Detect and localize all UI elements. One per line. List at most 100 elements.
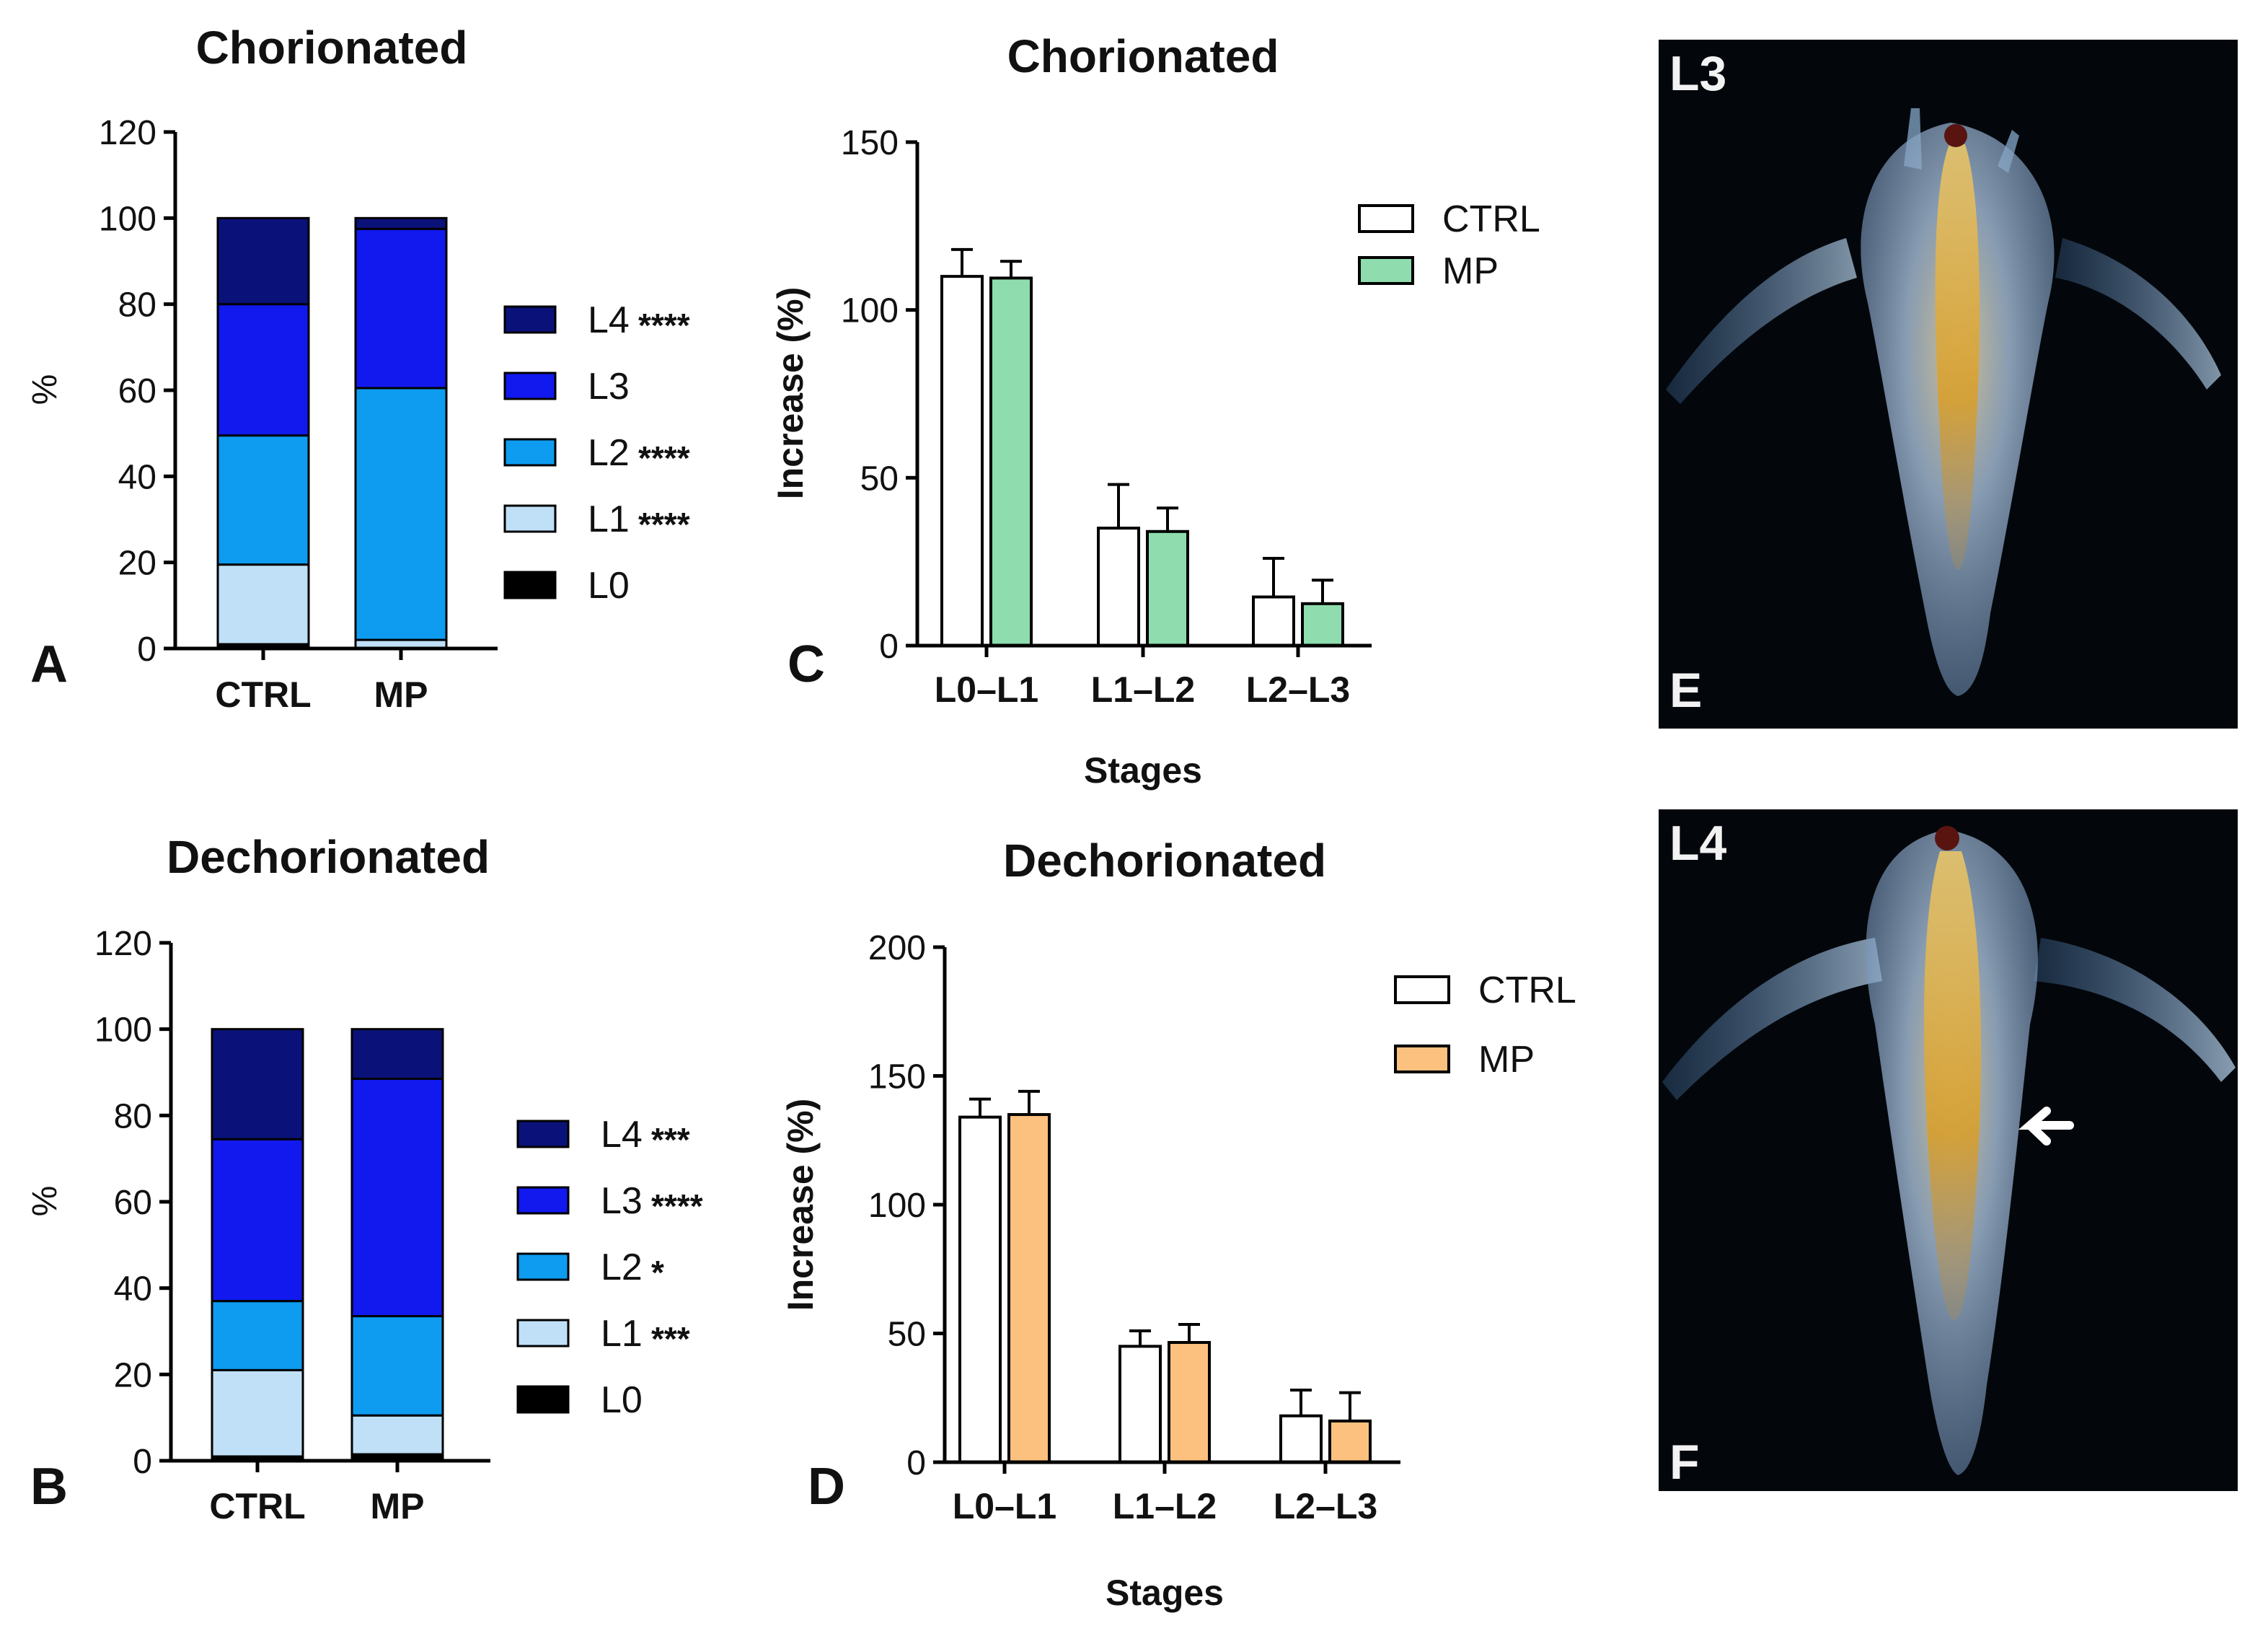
panel-d-bar-l0-l1-mp (1007, 1113, 1051, 1464)
panel-a-legend-label-l1: L1 (588, 498, 630, 540)
panel-c-bar-l0-l1-ctrl (940, 275, 984, 647)
panel-a-letter: A (30, 636, 68, 693)
panel-b-bar-mp-l3 (350, 1077, 444, 1318)
panel-c-x-ticks: L0–L1 L1–L2 L2–L3 (935, 646, 1350, 710)
panel-a-title: Chorionated (196, 22, 468, 74)
panel-c: Chorionated Increase (%) 0 50 100 150 L0–L1… (770, 30, 1540, 791)
panel-e-letter: E (1669, 663, 1702, 718)
panel-a-legend-sig-l4: **** (638, 307, 690, 344)
panel-b-legend-label-l2: L2 (601, 1247, 643, 1288)
panel-b-title: Dechorionated (167, 831, 490, 883)
panel-d-y-tick-50: 50 (888, 1316, 926, 1354)
panel-b-y-tick-80: 80 (114, 1097, 152, 1135)
panel-d-bar-l1-l2-mp (1168, 1340, 1211, 1464)
panel-d-bar-l1-l2-ctrl (1118, 1345, 1162, 1464)
panel-d-letter: D (808, 1458, 845, 1516)
panel-c-legend-swatch-ctrl (1358, 204, 1414, 233)
panel-d-legend-label-mp: MP (1478, 1039, 1535, 1081)
panel-d-bar-l2-l3-ctrl (1279, 1414, 1323, 1464)
panel-b-y-label: % (26, 1186, 64, 1217)
panel-c-y-tick-50: 50 (860, 460, 899, 498)
larva-illustration-l3 (1666, 108, 2221, 696)
panel-a-y-label: % (26, 374, 64, 405)
panel-a-y-tick-40: 40 (118, 458, 156, 496)
panel-a: Chorionated % 0 20 40 60 80 100 120 CTRL MP L4… (26, 22, 690, 715)
panel-a-legend-swatch-l1 (503, 504, 557, 533)
panel-b-y-tick-120: 120 (94, 925, 152, 963)
panel-a-bar-mp-l3 (354, 227, 448, 390)
panel-d-y-label: Increase (%) (780, 1099, 821, 1311)
panel-a-bar-ctrl-l2 (216, 434, 310, 566)
panel-d-x-tick-l1-l2: L1–L2 (1113, 1486, 1217, 1526)
panel-b-legend-label-l1: L1 (601, 1313, 643, 1355)
panel-d-legend: CTRL MP (1394, 970, 1576, 1081)
panel-d-y-tick-0: 0 (906, 1444, 926, 1482)
panel-f-photo: L4 F (1659, 809, 2238, 1491)
panel-a-bars (216, 216, 448, 650)
panel-b-bar-mp-l4 (350, 1028, 444, 1080)
panel-c-legend: CTRL MP (1358, 198, 1540, 292)
panel-a-legend-sig-l2: **** (638, 439, 690, 477)
panel-a-x-tick-ctrl: CTRL (215, 674, 311, 715)
panel-b-y-tick-60: 60 (114, 1184, 152, 1222)
panel-b-legend-sig-l3: **** (651, 1187, 703, 1225)
panel-a-legend-swatch-l2 (503, 438, 557, 467)
panel-c-bar-l1-l2-ctrl (1097, 527, 1140, 648)
panel-e-photo: L3 E (1659, 40, 2238, 729)
panel-b-legend-sig-l2: * (651, 1254, 664, 1291)
panel-d-bars (958, 1089, 1372, 1464)
panel-c-bar-l2-l3-mp (1301, 602, 1344, 647)
panel-a-legend-swatch-l3 (503, 372, 557, 400)
panel-b-bar-ctrl-l4 (211, 1028, 304, 1140)
panel-b-bar-mp-l2 (350, 1315, 444, 1417)
panel-a-legend-label-l0: L0 (588, 565, 630, 607)
panel-a-y-tick-0: 0 (137, 630, 156, 669)
panel-a-legend-label-l2: L2 (588, 432, 630, 474)
panel-d-y-ticks: 0 50 100 150 200 (868, 929, 945, 1482)
panel-b-legend-label-l3: L3 (601, 1180, 643, 1222)
panel-a-y-tick-120: 120 (99, 114, 156, 152)
panel-c-y-tick-0: 0 (879, 628, 899, 666)
panel-f-stage-label: L4 (1669, 816, 1727, 871)
panel-d-legend-swatch-ctrl (1394, 975, 1450, 1004)
panel-b-x-tick-mp: MP (371, 1486, 425, 1526)
panel-c-legend-swatch-mp (1358, 256, 1414, 285)
panel-b-bar-ctrl-l3 (211, 1138, 304, 1303)
panel-e-stage-label: L3 (1669, 46, 1726, 101)
panel-a-bar-mp-l4 (354, 216, 448, 230)
larva-illustration-l4 (1662, 826, 2236, 1475)
panel-c-y-tick-100: 100 (841, 292, 899, 330)
panel-d-bar-l0-l1-ctrl (958, 1115, 1002, 1464)
panel-d-y-tick-200: 200 (868, 929, 926, 967)
panel-a-bar-mp-l2 (354, 387, 448, 641)
panel-a-bar-ctrl-l3 (216, 303, 310, 437)
panel-b-legend-swatch-l3 (516, 1186, 570, 1215)
panel-c-letter: C (787, 636, 825, 693)
panel-d-y-tick-100: 100 (868, 1187, 926, 1225)
panel-d-x-label: Stages (1106, 1573, 1224, 1613)
panel-b-bars (211, 1028, 444, 1462)
panel-c-bars (940, 247, 1344, 648)
panel-a-y-tick-80: 80 (118, 286, 156, 325)
panel-d-legend-label-ctrl: CTRL (1478, 970, 1576, 1011)
panel-a-legend-sig-l1: **** (638, 506, 690, 543)
panel-b-bar-mp-l1 (350, 1414, 444, 1456)
panel-a-legend-label-l4: L4 (588, 299, 630, 341)
panel-b-legend-sig-l1: *** (651, 1320, 690, 1358)
panel-c-x-label: Stages (1084, 750, 1202, 791)
panel-d: Dechorionated Increase (%) 050100150200 … (780, 835, 1576, 1613)
panel-b-y-tick-0: 0 (133, 1443, 152, 1481)
panel-a-legend-swatch-l4 (503, 305, 557, 334)
panel-a-x-tick-mp: MP (374, 674, 428, 715)
panel-c-title: Chorionated (1007, 30, 1279, 82)
panel-a-y-tick-60: 60 (118, 372, 156, 410)
panel-b-y-tick-100: 100 (94, 1011, 152, 1050)
panel-c-y-tick-150: 150 (841, 124, 899, 162)
panel-b-y-ticks: 0 20 40 60 80 100 120 (94, 925, 171, 1481)
panel-c-y-label: Increase (%) (770, 287, 811, 500)
panel-b-y-tick-20: 20 (114, 1356, 152, 1394)
panel-b-legend-swatch-l2 (516, 1252, 570, 1281)
panel-b-legend-swatch-l0 (516, 1385, 570, 1414)
